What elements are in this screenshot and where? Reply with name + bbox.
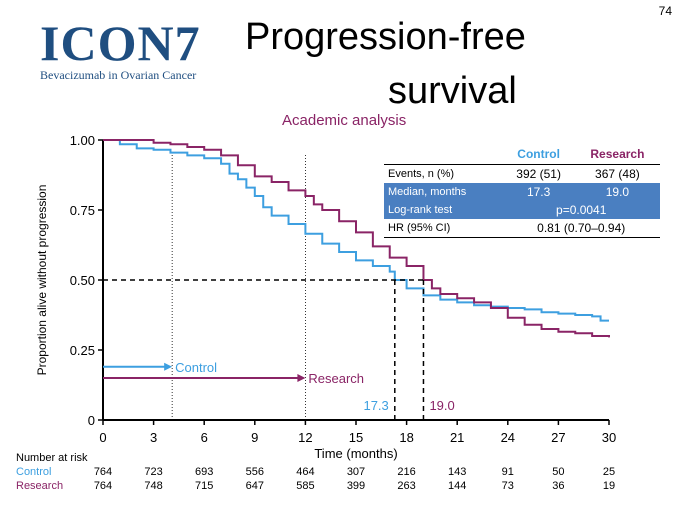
stats-header-research: Research bbox=[590, 147, 645, 161]
x-tick-label: 6 bbox=[201, 430, 208, 445]
x-axis-label: Time (months) bbox=[314, 446, 397, 461]
x-tick-label: 12 bbox=[298, 430, 312, 445]
y-tick-label: 0 bbox=[88, 413, 95, 428]
arrow-head-research bbox=[297, 374, 306, 382]
stats-label-hr: HR (95% CI) bbox=[384, 219, 503, 238]
risk-value: 144 bbox=[448, 480, 467, 492]
risk-value: 693 bbox=[195, 466, 214, 478]
curve-control bbox=[103, 139, 609, 322]
arrow-label-control: Control bbox=[175, 360, 217, 375]
stats-events-research: 367 (48) bbox=[574, 164, 660, 183]
stats-label-logrank: Log-rank test bbox=[384, 201, 503, 219]
y-tick-label: 1.00 bbox=[70, 133, 95, 148]
risk-value: 91 bbox=[501, 466, 514, 478]
risk-value: 25 bbox=[602, 466, 616, 478]
arrow-label-research: Research bbox=[308, 371, 364, 386]
curve-research bbox=[103, 139, 610, 338]
y-tick-label: 0.25 bbox=[70, 343, 95, 358]
stats-median-research: 19.0 bbox=[574, 183, 660, 201]
x-tick-label: 15 bbox=[349, 430, 363, 445]
logo: ICON7 bbox=[40, 15, 201, 71]
stats-table: Control Research Events, n (%) 392 (51) … bbox=[384, 144, 660, 238]
stats-label-events: Events, n (%) bbox=[384, 164, 503, 183]
stats-label-median: Median, months bbox=[384, 183, 503, 201]
y-tick-label: 0.75 bbox=[70, 203, 95, 218]
y-axis-label: Proportion alive without progression bbox=[35, 185, 49, 376]
risk-value: 556 bbox=[245, 466, 264, 478]
stats-header-control: Control bbox=[517, 147, 560, 161]
x-tick-label: 0 bbox=[99, 430, 106, 445]
risk-value: 464 bbox=[296, 466, 315, 478]
risk-value: 585 bbox=[296, 480, 315, 492]
stats-events-control: 392 (51) bbox=[502, 164, 575, 183]
risk-value: 715 bbox=[195, 480, 214, 492]
risk-value: 399 bbox=[346, 480, 366, 492]
risk-value: 36 bbox=[552, 480, 565, 492]
x-tick-label: 24 bbox=[501, 430, 515, 445]
x-tick-label: 30 bbox=[602, 430, 616, 445]
risk-value: 50 bbox=[552, 466, 565, 478]
median-label-research: 19.0 bbox=[429, 398, 454, 413]
arrow-head-control bbox=[164, 362, 173, 371]
page-title-line-2: survival bbox=[388, 70, 517, 112]
risk-value: 263 bbox=[397, 480, 416, 492]
risk-value: 307 bbox=[346, 466, 366, 478]
chart-subtitle: Academic analysis bbox=[282, 112, 407, 129]
risk-value: 748 bbox=[144, 480, 163, 492]
risk-value: 73 bbox=[501, 480, 514, 492]
stats-hr-value: 0.81 (0.70–0.94) bbox=[502, 219, 660, 238]
risk-value: 19 bbox=[602, 480, 616, 492]
risk-value: 143 bbox=[448, 466, 467, 478]
page-title-line-1: Progression-free bbox=[245, 16, 526, 58]
risk-value: 764 bbox=[93, 466, 113, 478]
stats-logrank-value: p=0.0041 bbox=[502, 201, 660, 219]
stats-median-control: 17.3 bbox=[502, 183, 575, 201]
risk-value: 723 bbox=[144, 466, 163, 478]
risk-value: 647 bbox=[245, 480, 264, 492]
x-tick-label: 21 bbox=[450, 430, 464, 445]
stats-header-blank bbox=[384, 144, 502, 165]
x-tick-label: 18 bbox=[399, 430, 413, 445]
risk-value: 764 bbox=[93, 480, 113, 492]
x-tick-label: 9 bbox=[251, 430, 258, 445]
logo-tagline: Bevacizumab in Ovarian Cancer bbox=[40, 68, 197, 82]
risk-row-label: Research bbox=[16, 480, 64, 492]
risk-table-header: Number at risk bbox=[16, 452, 88, 464]
median-label-control: 17.3 bbox=[363, 398, 388, 413]
y-tick-label: 0.50 bbox=[70, 273, 95, 288]
risk-row-label: Control bbox=[16, 466, 52, 478]
page-number: 74 bbox=[658, 4, 672, 18]
risk-value: 216 bbox=[397, 466, 416, 478]
x-tick-label: 27 bbox=[551, 430, 565, 445]
x-tick-label: 3 bbox=[150, 430, 157, 445]
